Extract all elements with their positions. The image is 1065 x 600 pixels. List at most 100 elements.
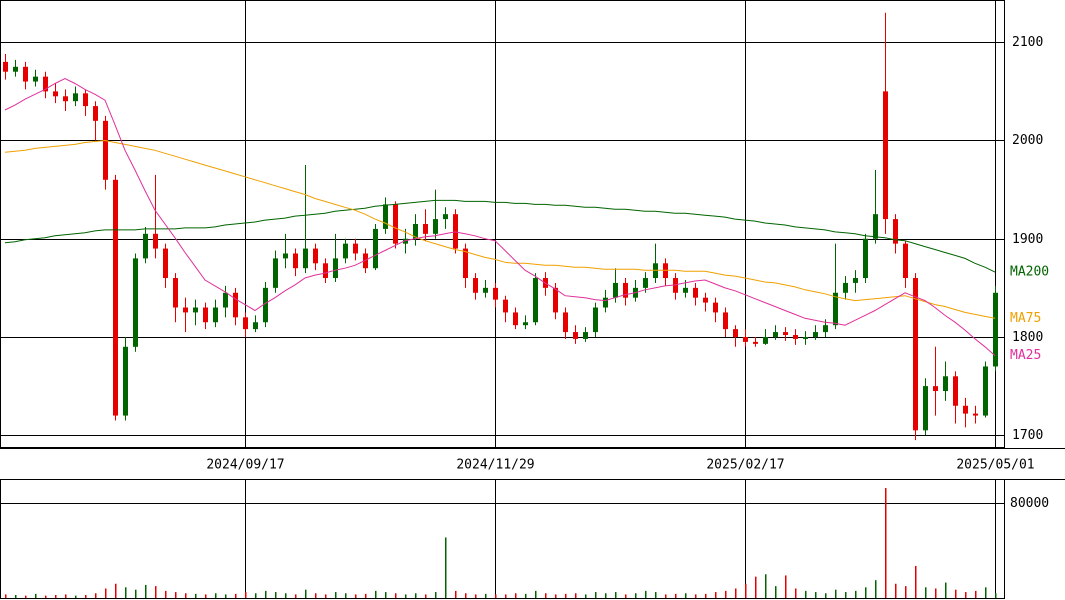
volume-bar — [195, 593, 197, 598]
x-tick-label: 2024/09/17 — [206, 458, 284, 473]
candle-body — [863, 238, 868, 279]
volume-bar — [735, 588, 737, 598]
volume-bar — [875, 580, 877, 598]
volume-bar — [785, 575, 787, 598]
candle-body — [473, 278, 478, 293]
volume-bar — [45, 595, 47, 598]
candle-body — [433, 219, 438, 234]
volume-bar — [15, 595, 17, 598]
volume-bar — [945, 582, 947, 598]
volume-bar — [775, 586, 777, 598]
candle-body — [293, 253, 298, 269]
volume-bar — [165, 590, 167, 598]
candle-body — [183, 307, 188, 313]
candle-body — [973, 413, 978, 416]
volume-bar — [745, 583, 747, 598]
candle-body — [843, 282, 848, 293]
candle-body — [563, 312, 568, 333]
volume-bar — [135, 589, 137, 598]
x-tick-label: 2025/02/17 — [706, 458, 784, 473]
candle-body — [273, 258, 278, 288]
candle-body — [103, 120, 108, 180]
volume-bar — [475, 594, 477, 598]
candle-body — [493, 287, 498, 300]
volume-bar — [595, 592, 597, 598]
y-tick-label: 1900 — [1012, 232, 1043, 247]
candle-body — [703, 297, 708, 303]
candle-body — [333, 258, 338, 279]
volume-bar — [25, 595, 27, 598]
volume-bar — [325, 594, 327, 598]
volume-bar — [445, 537, 447, 598]
candle-body — [963, 405, 968, 414]
volume-bar — [485, 593, 487, 598]
volume-bar — [685, 593, 687, 598]
candle-body — [463, 248, 468, 279]
volume-bar — [975, 590, 977, 598]
volume-bar — [115, 583, 117, 598]
volume-bar — [675, 593, 677, 598]
volume-bar — [245, 592, 247, 598]
volume-bar — [295, 594, 297, 598]
candle-body — [873, 214, 878, 239]
volume-bar — [795, 588, 797, 598]
volume-bar — [125, 587, 127, 598]
volume-bar — [915, 565, 917, 598]
volume-bar — [805, 590, 807, 598]
candle-body — [263, 287, 268, 323]
volume-bar — [495, 594, 497, 598]
volume-bar — [345, 593, 347, 598]
candle-body — [773, 332, 778, 337]
candle-body — [643, 278, 648, 288]
candle-body — [613, 282, 618, 298]
volume-tick-label: 80000 — [1010, 496, 1049, 511]
volume-bar — [725, 590, 727, 598]
candle-body — [303, 248, 308, 269]
volume-bar — [865, 587, 867, 598]
candle-body — [743, 336, 748, 342]
candle-body — [793, 335, 798, 339]
legend-label: MA25 — [1010, 348, 1041, 363]
candle-body — [283, 253, 288, 259]
x-tick-label: 2025/05/01 — [956, 458, 1034, 473]
candle-body — [83, 93, 88, 107]
candle-body — [443, 214, 448, 220]
volume-bar — [575, 593, 577, 598]
y-tick-label: 1700 — [1012, 428, 1043, 443]
volume-bar — [65, 594, 67, 598]
candle-body — [693, 287, 698, 298]
candle-body — [133, 258, 138, 347]
volume-bar — [635, 593, 637, 598]
volume-bar — [365, 593, 367, 598]
candle-body — [33, 76, 38, 82]
candle-body — [353, 243, 358, 254]
candle-body — [453, 214, 458, 249]
candle-body — [503, 299, 508, 313]
volume-bar — [395, 593, 397, 598]
candle-body — [783, 332, 788, 336]
volume-panel — [0, 479, 1005, 599]
volume-bar — [95, 593, 97, 598]
candle-body — [13, 66, 18, 72]
candle-body — [933, 386, 938, 392]
moving-average-line — [4, 199, 996, 273]
candle-body — [683, 287, 688, 293]
candle-body — [223, 292, 228, 308]
volume-bar — [955, 589, 957, 598]
moving-average-line — [4, 139, 996, 319]
candle-body — [893, 219, 898, 244]
candle-body — [363, 253, 368, 269]
candle-body — [923, 386, 928, 431]
candle-body — [983, 366, 988, 416]
candle-body — [853, 278, 858, 283]
candle-body — [753, 341, 758, 344]
candle-body — [393, 204, 398, 244]
volume-bar — [895, 583, 897, 598]
candle-body — [383, 204, 388, 229]
candle-body — [673, 278, 678, 293]
volume-bar — [105, 588, 107, 598]
candle-body — [763, 336, 768, 344]
candle-body — [343, 243, 348, 259]
candle-body — [513, 312, 518, 326]
